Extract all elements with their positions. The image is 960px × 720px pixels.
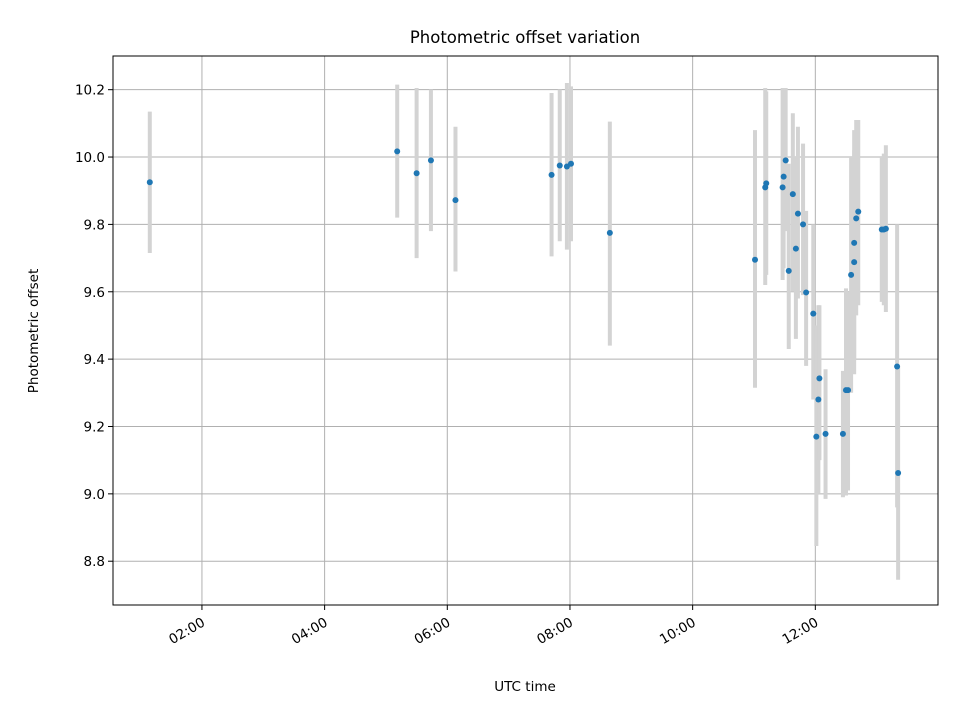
y-tick-label: 9.4 (84, 352, 105, 368)
y-tick-label: 9.8 (84, 217, 105, 233)
data-point (855, 208, 862, 215)
data-point (851, 259, 858, 266)
data-point (853, 215, 860, 222)
data-point (782, 157, 789, 164)
data-point (815, 396, 822, 403)
data-point (803, 289, 810, 296)
data-point (810, 310, 817, 317)
y-axis-label: Photometric offset (26, 269, 42, 393)
data-point (427, 157, 434, 164)
y-tick-label: 9.2 (84, 419, 105, 435)
data-point (813, 433, 820, 440)
data-point (794, 210, 801, 217)
data-points (146, 148, 902, 476)
data-point (779, 184, 786, 191)
data-point (822, 430, 829, 437)
data-point (845, 387, 852, 394)
y-tick-label: 9.6 (84, 285, 105, 301)
x-axis-label: UTC time (494, 679, 556, 695)
data-point (894, 363, 901, 370)
data-point (780, 173, 787, 180)
y-tick-label: 10.0 (75, 150, 105, 166)
data-point (146, 179, 153, 186)
data-point (839, 430, 846, 437)
y-tick-label: 9.0 (84, 487, 105, 503)
data-point (800, 221, 807, 228)
data-point (816, 375, 823, 382)
plot-area-frame (112, 55, 939, 606)
data-point (567, 160, 574, 167)
data-point (548, 171, 555, 178)
data-point (394, 148, 401, 155)
y-tick-label: 10.2 (75, 83, 105, 99)
data-point (606, 229, 613, 236)
data-point (851, 239, 858, 246)
data-point (556, 162, 563, 169)
data-point (785, 267, 792, 274)
data-point (413, 170, 420, 177)
y-tick-label: 8.8 (84, 554, 105, 570)
y-axis-ticks: 8.8 9.0 9.2 9.4 9.6 9.8 10.0 10.2 (75, 83, 113, 570)
grid-lines (113, 56, 938, 605)
data-point (789, 191, 796, 198)
chart-title: Photometric offset variation (410, 28, 640, 47)
data-point (752, 256, 759, 263)
data-point (848, 271, 855, 278)
data-point (895, 469, 902, 476)
data-point (763, 180, 770, 187)
data-point (792, 245, 799, 252)
data-point (452, 197, 459, 204)
data-point (882, 225, 889, 232)
